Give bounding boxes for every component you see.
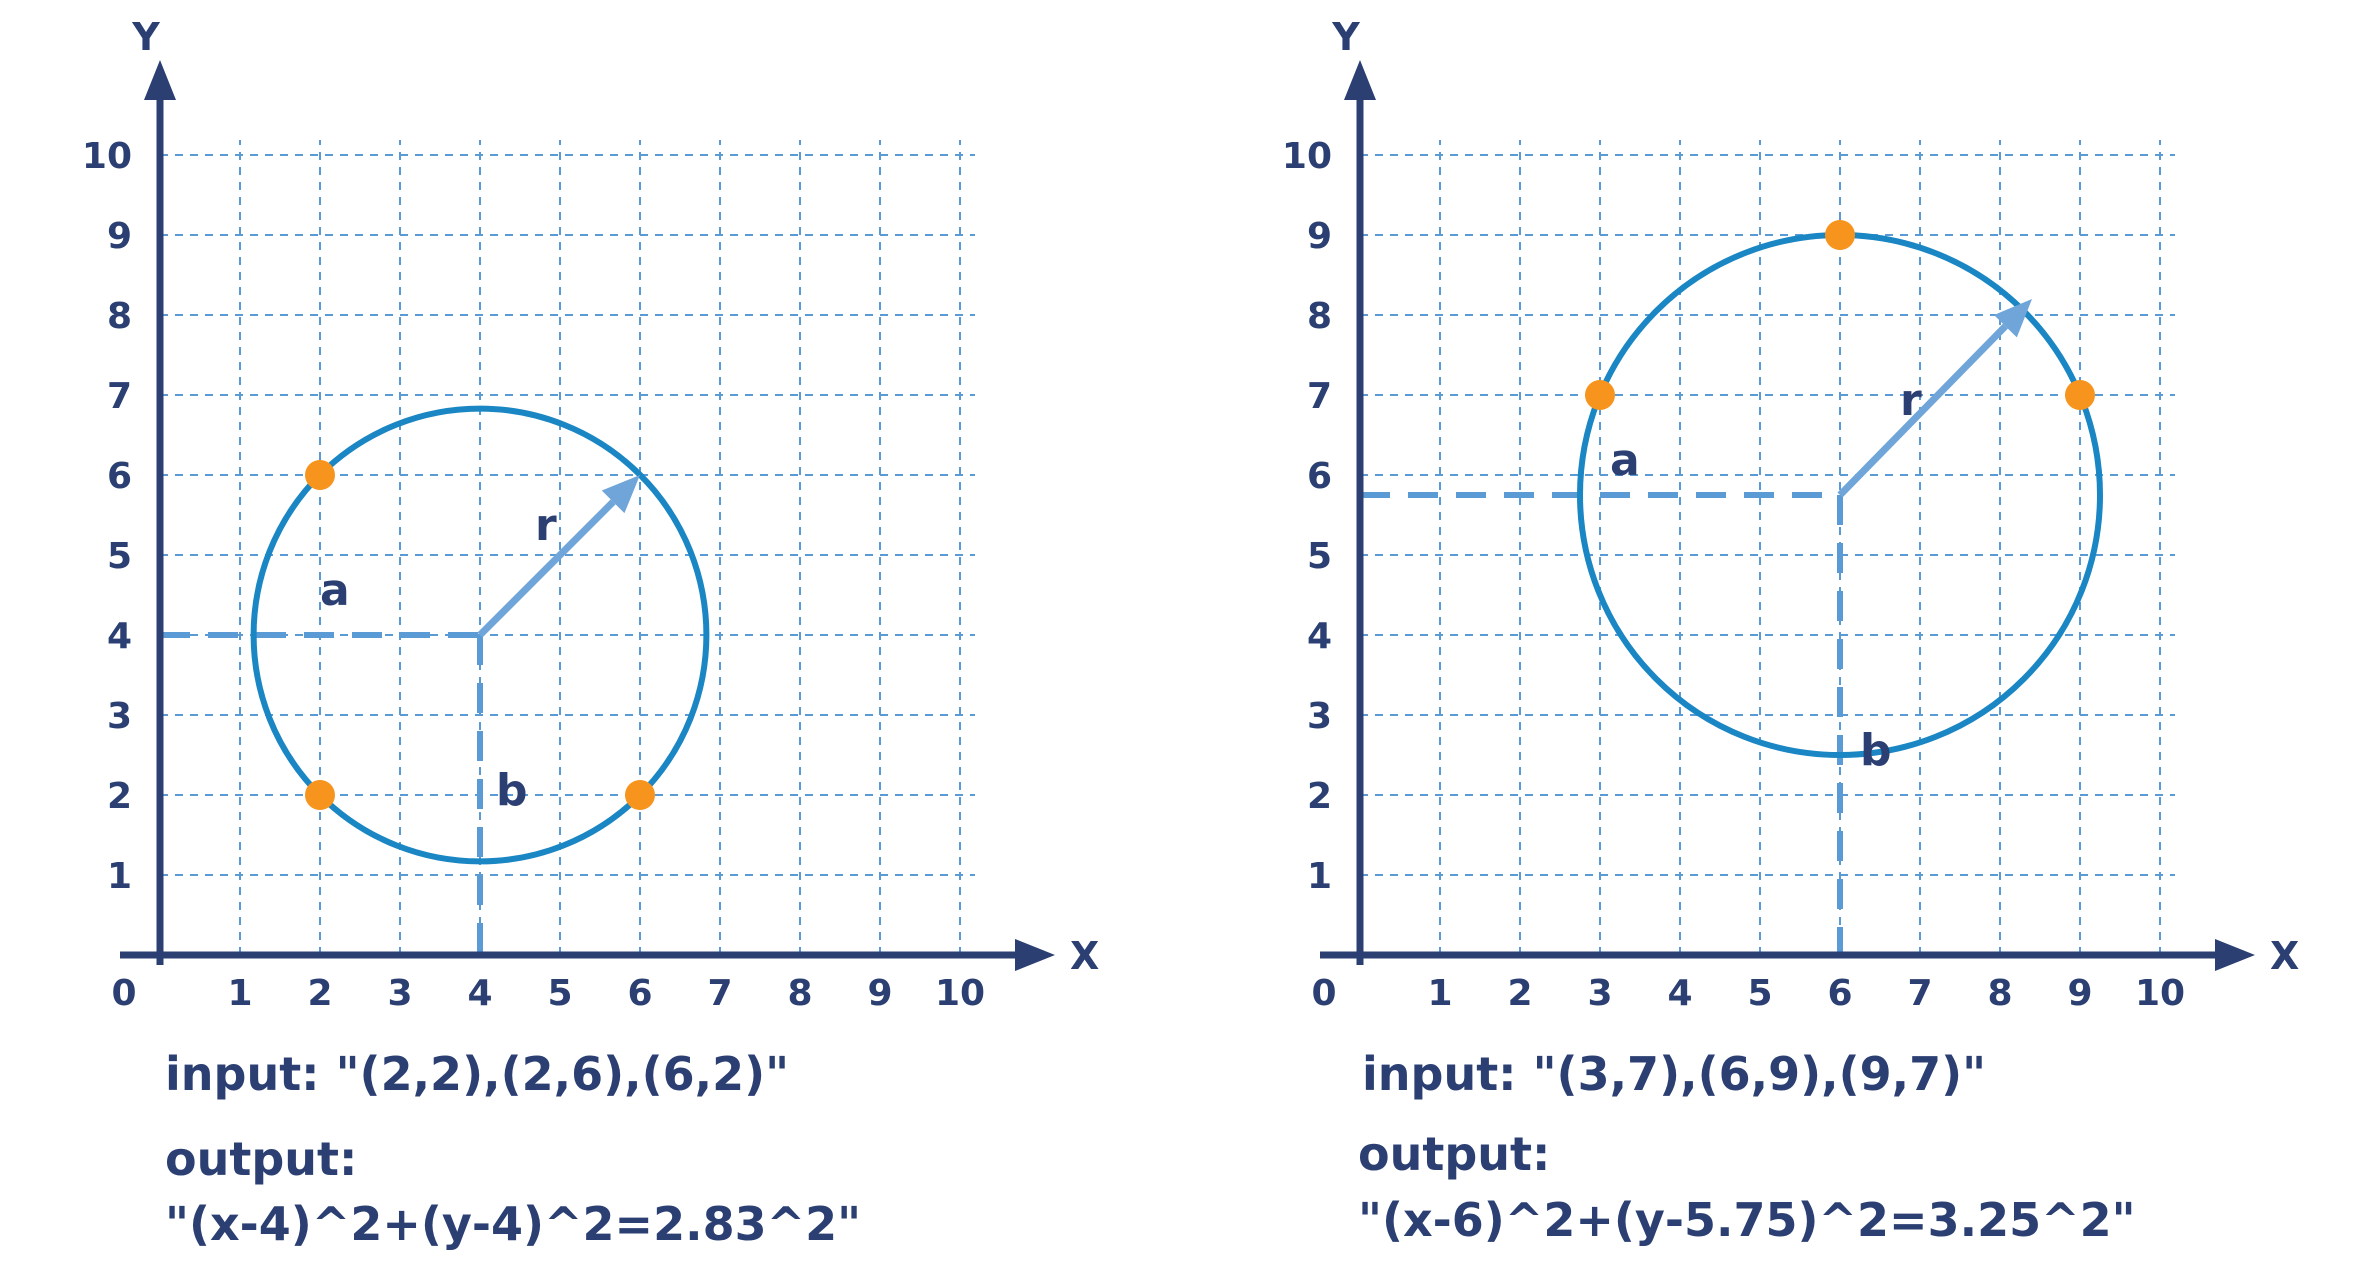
y-tick-label: 3 bbox=[1307, 696, 1332, 737]
y-tick-label: 1 bbox=[107, 856, 132, 897]
x-tick-label: 2 bbox=[1507, 973, 1532, 1014]
data-point bbox=[2065, 380, 2095, 410]
axes-left: XY bbox=[120, 15, 1099, 978]
radius-arrow-right bbox=[1837, 323, 2008, 498]
x-axis-label: X bbox=[1070, 934, 1099, 978]
axes-right: XY bbox=[1320, 15, 2299, 978]
y-axis-label: Y bbox=[1331, 15, 1360, 59]
input-text-right: input: "(3,7),(6,9),(9,7)" bbox=[1362, 1047, 1986, 1101]
x-tick-label: 10 bbox=[935, 973, 985, 1014]
x-tick-label: 3 bbox=[1587, 973, 1612, 1014]
y-axis-label: Y bbox=[131, 15, 160, 59]
guides-left bbox=[160, 632, 483, 955]
x-tick-label: 4 bbox=[467, 973, 492, 1014]
y-tick-label: 8 bbox=[107, 296, 132, 337]
x-tick-label: 1 bbox=[1427, 973, 1452, 1014]
x-tick-label: 8 bbox=[1987, 973, 2012, 1014]
radius-arrow-left bbox=[477, 499, 616, 638]
output-text-right: "(x-6)^2+(y-5.75)^2=3.25^2" bbox=[1358, 1193, 2136, 1247]
y-tick-label: 5 bbox=[1307, 536, 1332, 577]
y-tick-label: 3 bbox=[107, 696, 132, 737]
y-tick-label: 7 bbox=[107, 376, 132, 417]
label-r-left: r bbox=[535, 500, 557, 551]
output-text-left: "(x-4)^2+(y-4)^2=2.83^2" bbox=[165, 1197, 861, 1251]
x-axis-label: X bbox=[2270, 934, 2299, 978]
x-tick-label: 2 bbox=[307, 973, 332, 1014]
radius-arrowhead-right bbox=[1993, 299, 2032, 338]
points-right bbox=[1585, 220, 2095, 410]
data-point bbox=[1585, 380, 1615, 410]
label-a-left: a bbox=[320, 565, 350, 616]
ticks-right: 0 1 2 3 4 5 6 7 8 9 10 1 2 3 4 5 6 7 8 9 10 bbox=[1282, 136, 2185, 1014]
y-axis-arrowhead bbox=[144, 60, 176, 100]
input-text-left: input: "(2,2),(2,6),(6,2)" bbox=[165, 1047, 789, 1101]
label-b-right: b bbox=[1860, 725, 1892, 776]
y-tick-label: 9 bbox=[107, 216, 132, 257]
origin-label: 0 bbox=[1311, 973, 1336, 1014]
label-r-right: r bbox=[1900, 375, 1922, 426]
x-tick-label: 6 bbox=[1827, 973, 1852, 1014]
x-tick-label: 6 bbox=[627, 973, 652, 1014]
data-point bbox=[305, 780, 335, 810]
x-tick-label: 3 bbox=[387, 973, 412, 1014]
origin-label: 0 bbox=[111, 973, 136, 1014]
y-tick-label: 7 bbox=[1307, 376, 1332, 417]
circle-left bbox=[250, 405, 710, 865]
grid-left bbox=[160, 140, 975, 955]
x-tick-label: 10 bbox=[2135, 973, 2185, 1014]
y-tick-label: 10 bbox=[82, 136, 132, 177]
ticks-left: 0 1 2 3 4 5 6 7 8 9 10 1 2 3 4 5 6 7 8 9 10 bbox=[82, 136, 985, 1014]
x-tick-label: 7 bbox=[1907, 973, 1932, 1014]
guides-right bbox=[1360, 492, 1843, 955]
y-tick-label: 6 bbox=[107, 456, 132, 497]
y-tick-label: 4 bbox=[107, 616, 132, 657]
y-tick-label: 2 bbox=[107, 776, 132, 817]
output-label-left: output: bbox=[165, 1132, 357, 1186]
output-label-right: output: bbox=[1358, 1127, 1550, 1181]
x-tick-label: 7 bbox=[707, 973, 732, 1014]
x-tick-label: 5 bbox=[547, 973, 572, 1014]
grid-right bbox=[1360, 140, 2175, 955]
x-tick-label: 1 bbox=[227, 973, 252, 1014]
x-tick-label: 9 bbox=[867, 973, 892, 1014]
y-tick-label: 9 bbox=[1307, 216, 1332, 257]
data-point bbox=[1825, 220, 1855, 250]
x-tick-label: 8 bbox=[787, 973, 812, 1014]
radius-arrowhead-left bbox=[601, 475, 640, 514]
label-b-left: b bbox=[496, 765, 528, 816]
x-axis-arrowhead bbox=[1015, 939, 1055, 971]
x-tick-label: 4 bbox=[1667, 973, 1692, 1014]
y-tick-label: 4 bbox=[1307, 616, 1332, 657]
y-tick-label: 6 bbox=[1307, 456, 1332, 497]
x-axis-arrowhead bbox=[2215, 939, 2255, 971]
y-axis-arrowhead bbox=[1344, 60, 1376, 100]
y-tick-label: 8 bbox=[1307, 296, 1332, 337]
y-tick-label: 1 bbox=[1307, 856, 1332, 897]
y-tick-label: 5 bbox=[107, 536, 132, 577]
y-tick-label: 2 bbox=[1307, 776, 1332, 817]
label-a-right: a bbox=[1610, 435, 1640, 486]
data-point bbox=[625, 780, 655, 810]
x-tick-label: 9 bbox=[2067, 973, 2092, 1014]
y-tick-label: 10 bbox=[1282, 136, 1332, 177]
points-left bbox=[305, 460, 655, 810]
x-tick-label: 5 bbox=[1747, 973, 1772, 1014]
data-point bbox=[305, 460, 335, 490]
